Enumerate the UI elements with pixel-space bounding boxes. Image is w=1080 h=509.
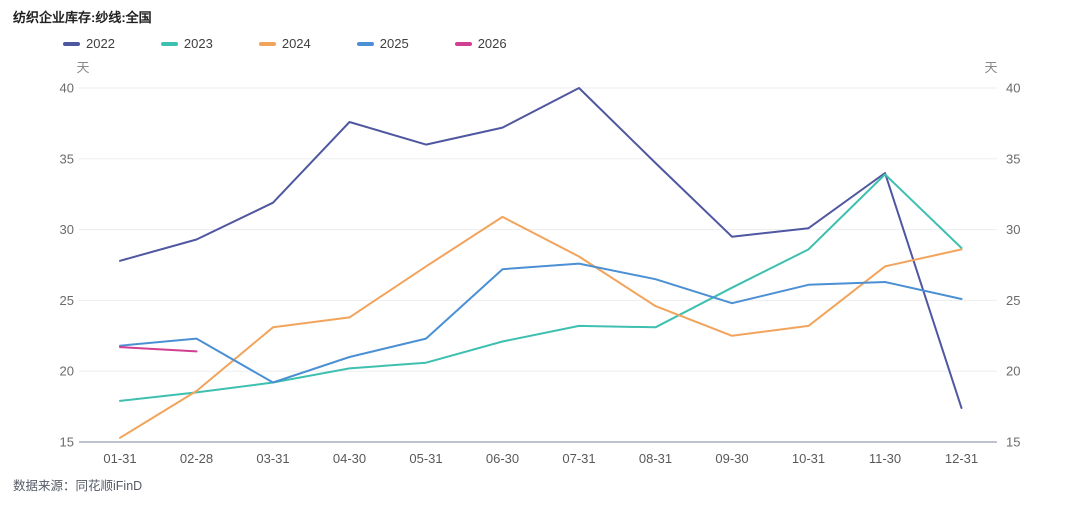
y-axis-label-right: 30 [1006,222,1020,237]
legend-label: 2022 [86,36,115,51]
y-axis-unit-right: 天 [984,60,997,75]
legend-swatch-icon [258,41,276,46]
x-axis-label: 10-31 [792,451,825,466]
y-axis-label-left: 25 [60,293,74,308]
legend-swatch-icon [63,41,80,46]
x-axis-label: 02-28 [180,451,213,466]
x-axis-label: 01-31 [103,451,136,466]
y-axis-label-left: 15 [60,435,74,450]
y-axis-label-right: 25 [1006,293,1020,308]
series-line-2024 [119,215,963,439]
y-axis-label-left: 35 [60,151,74,166]
x-axis-label: 03-31 [256,451,289,466]
x-axis-label: 07-31 [562,451,595,466]
series-line-2026 [119,346,198,353]
y-axis-label-left: 20 [60,364,74,379]
y-axis-label-left: 30 [60,222,74,237]
y-axis-unit-left: 天 [76,60,89,75]
y-axis-label-right: 40 [1006,81,1020,96]
y-axis-label-right: 20 [1006,364,1020,379]
legend-label: 2025 [379,36,409,51]
x-axis-label: 04-30 [333,451,366,466]
legend-item-2024[interactable]: 2024 [258,36,311,51]
legend: 2022 2023 2024 2025 2026 [63,36,507,51]
y-axis-label-right: 35 [1006,151,1020,166]
series-line-2025 [119,262,963,384]
x-axis-label: 05-31 [409,451,442,466]
chart-title: 纺织企业库存:纱线:全国 [13,10,152,25]
x-axis-label: 08-31 [639,451,672,466]
x-axis-label: 12-31 [945,451,978,466]
legend-label: 2023 [183,36,213,51]
data-source: 数据来源：同花顺iFinD [13,479,143,493]
y-axis-label-left: 40 [60,81,74,96]
series-line-2023 [119,173,963,402]
y-axis-label-right: 15 [1006,435,1020,450]
legend-swatch-icon [356,41,374,46]
x-axis-label: 11-30 [869,451,901,466]
legend-label: 2026 [477,36,507,51]
legend-item-2022[interactable]: 2022 [63,36,115,51]
legend-swatch-icon [454,41,472,46]
legend-item-2026[interactable]: 2026 [454,36,507,51]
legend-swatch-icon [160,41,178,46]
legend-item-2025[interactable]: 2025 [356,36,409,51]
legend-item-2023[interactable]: 2023 [160,36,213,51]
legend-label: 2024 [281,36,311,51]
series-line-2022 [119,87,963,409]
x-axis-label: 06-30 [486,451,519,466]
x-axis-label: 09-30 [715,451,748,466]
